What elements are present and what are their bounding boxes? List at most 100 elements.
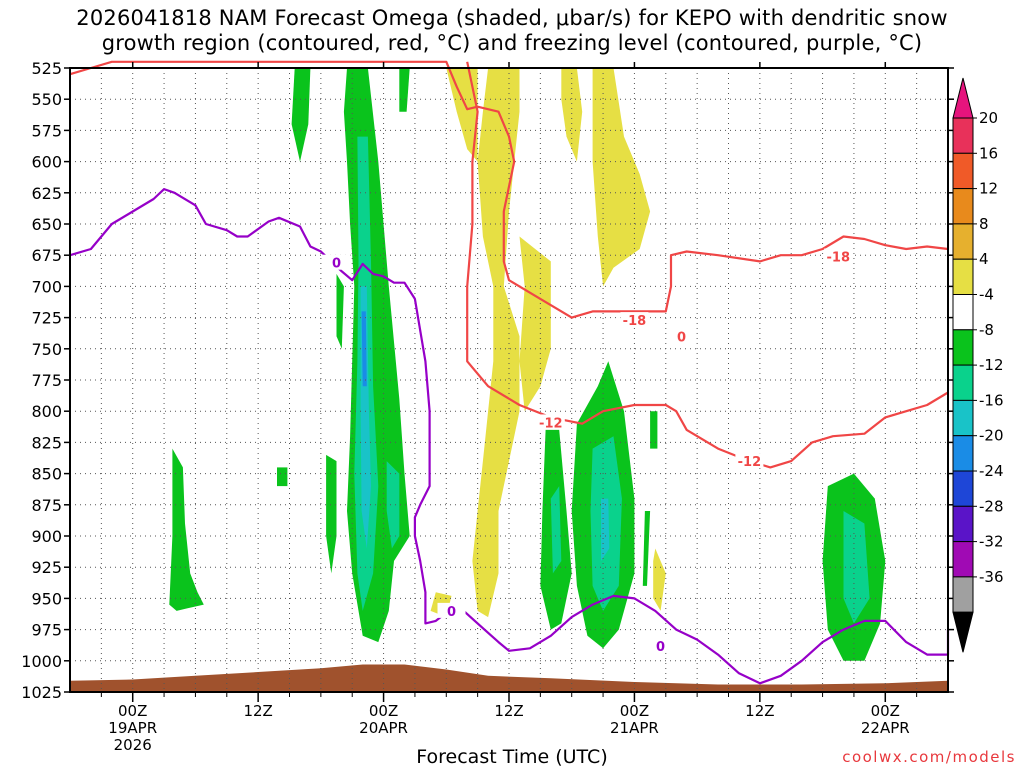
y-tick-label-950: 950: [31, 589, 62, 608]
colorbar: 20 16 12 8 4 -4 -8 -12 -16 -20 -24 -28 -32 -36: [952, 77, 1004, 653]
contour-lines: 0 0 0 -18 -18 -12 -12 0: [69, 60, 950, 685]
omega-region-9: [343, 68, 410, 643]
x-tick-label-36-1: 12Z: [494, 702, 523, 720]
y-tick-label-725: 725: [31, 309, 62, 328]
colorbar-top-arrow: [952, 77, 974, 119]
colorbar-swatch-13: [952, 541, 974, 578]
x-tick-label-60-1: 12Z: [745, 702, 774, 720]
y-tick-label-850: 850: [31, 465, 62, 484]
minus-18-contour: [69, 60, 949, 319]
colorbar-swatch-10: [952, 435, 974, 472]
freezing-level-label-3: 0: [656, 640, 665, 655]
colorbar-label-3: 12: [979, 180, 998, 198]
y-tick-label-600: 600: [31, 153, 62, 172]
omega-region-6: [653, 548, 666, 611]
x-axis-label: Forecast Time (UTC): [416, 746, 608, 768]
omega-region-27: [361, 311, 367, 387]
omega-region-10: [399, 68, 410, 112]
y-tick-label-675: 675: [31, 246, 62, 265]
colorbar-swatch-7: [952, 329, 974, 366]
colorbar-label-6: -4: [979, 286, 994, 304]
colorbar-label-11: -24: [979, 462, 1004, 480]
freezing-level-label-1: 0: [332, 257, 341, 272]
minus-12-label-1: -12: [539, 416, 563, 431]
minus-18-label-1-bg: [620, 312, 649, 328]
omega-region-21: [386, 461, 400, 549]
minus-18-label-1: -18: [623, 314, 647, 329]
y-tick-label-975: 975: [31, 621, 62, 640]
freezing-level-label-1-bg: [322, 254, 351, 270]
x-tick-label-0-1: 00Z: [118, 702, 147, 720]
omega-region-14: [169, 448, 204, 611]
y-tick-label-1000: 1000: [21, 652, 62, 671]
x-tick-label-0-2: 19APR: [108, 719, 157, 737]
zero-marker-label: 0: [677, 330, 686, 345]
x-tick-label-24-2: 20APR: [359, 719, 408, 737]
colorbar-label-12: -28: [979, 497, 1004, 515]
colorbar-label-5: 4: [979, 250, 989, 268]
minus-12-label-2: -12: [738, 455, 762, 470]
omega-region-11: [336, 273, 344, 349]
y-tick-label-875: 875: [31, 496, 62, 515]
omega-region-8: [291, 68, 311, 162]
y-tick-label-1025: 1025: [21, 683, 62, 702]
colorbar-swatch-11: [952, 470, 974, 507]
omega-region-24: [843, 511, 870, 624]
omega-region-12: [326, 454, 337, 574]
colorbar-swatch-14: [952, 576, 974, 613]
y-tick-label-800: 800: [31, 402, 62, 421]
colorbar-swatch-6: [952, 294, 974, 331]
minus-12-label-2-bg: [735, 453, 764, 469]
x-tick-label-72-2: 22APR: [861, 719, 910, 737]
colorbar-swatch-12: [952, 505, 974, 543]
colorbar-bottom-arrow: [952, 611, 974, 653]
zero-marker-label-bg: [667, 328, 696, 344]
y-tick-label-700: 700: [31, 277, 62, 296]
x-tick-label-0-3: 2026: [114, 736, 152, 754]
colorbar-swatch-2: [952, 152, 974, 190]
colorbar-label-10: -20: [979, 427, 1004, 445]
colorbar-label-14: -36: [979, 568, 1004, 586]
y-tick-label-575: 575: [31, 121, 62, 140]
omega-shading: [70, 68, 948, 692]
omega-region-26: [601, 498, 610, 561]
y-axis: 525 550 575 600 625 650 675 700 725 750 775 800 825 8…: [21, 59, 954, 702]
omega-region-5: [446, 68, 478, 162]
x-tick-label-24-1: 00Z: [369, 702, 398, 720]
freezing-level-label-3-bg: [646, 637, 675, 653]
colorbar-swatch-3: [952, 188, 974, 225]
omega-region-13: [277, 467, 288, 487]
chart-title-line-2: growth region (contoured, red, °C) and f…: [101, 31, 923, 55]
omega-region-17: [650, 411, 658, 449]
y-tick-label-650: 650: [31, 215, 62, 234]
chart-title-line-1: 2026041818 NAM Forecast Omega (shaded, μ…: [76, 6, 948, 30]
y-tick-label-775: 775: [31, 371, 62, 390]
omega-region-4: [592, 68, 651, 287]
colorbar-label-7: -8: [979, 321, 994, 339]
chart-title: 2026041818 NAM Forecast Omega (shaded, μ…: [0, 6, 1024, 56]
minus-18-label-2: -18: [827, 250, 851, 265]
y-tick-label-625: 625: [31, 184, 62, 203]
x-tick-label-72-1: 00Z: [871, 702, 900, 720]
colorbar-label-9: -16: [979, 391, 1004, 409]
x-tick-label-12-1: 12Z: [243, 702, 272, 720]
omega-region-3: [561, 68, 583, 162]
freezing-level-label-2: 0: [447, 605, 456, 620]
colorbar-label-4: 8: [979, 215, 989, 233]
colorbar-swatch-4: [952, 223, 974, 260]
colorbar-label-2: 16: [979, 144, 998, 162]
credit-text: coolwx.com/models: [842, 748, 1016, 766]
grid-lines: [70, 68, 948, 692]
colorbar-swatch-9: [952, 399, 974, 437]
omega-region-22: [550, 486, 562, 574]
y-tick-label-925: 925: [31, 558, 62, 577]
minus-12-label-1-bg: [536, 414, 565, 430]
minus-18-label-2-bg: [824, 248, 853, 264]
y-tick-label-550: 550: [31, 90, 62, 109]
freezing-level-label-2-bg: [437, 602, 466, 618]
colorbar-label-1: 20: [979, 109, 998, 127]
minus-12-contour: [466, 61, 949, 469]
colorbar-label-13: -32: [979, 533, 1004, 551]
